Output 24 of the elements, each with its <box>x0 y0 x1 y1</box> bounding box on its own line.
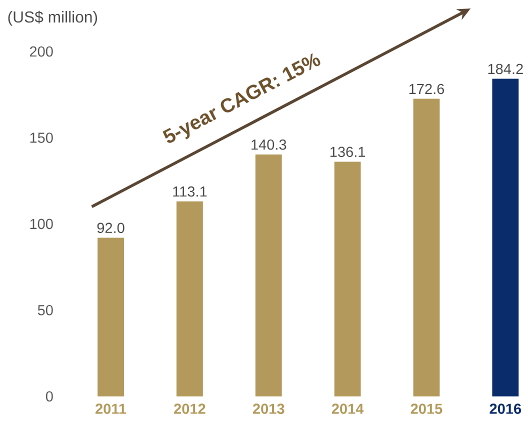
data-label: 184.2 <box>488 64 523 74</box>
y-tick-label: 50 <box>38 304 53 316</box>
data-label: 172.6 <box>409 84 444 94</box>
y-axis-title: (US$ million) <box>8 10 98 26</box>
x-tick-label: 2016 <box>490 404 522 414</box>
y-tick-label: 200 <box>30 46 53 57</box>
x-tick-label: 2013 <box>252 404 284 414</box>
data-label: 140.3 <box>252 139 286 150</box>
x-tick-label: 2015 <box>410 404 442 414</box>
data-label: 136.1 <box>330 146 366 158</box>
bar <box>176 201 203 396</box>
bar <box>492 78 519 396</box>
data-label: 92.0 <box>97 222 124 234</box>
y-tick-label: 100 <box>30 218 53 230</box>
data-label: 113.1 <box>173 186 207 197</box>
bar <box>98 238 124 396</box>
y-tick-label: 0 <box>46 391 53 402</box>
x-tick-label: 2012 <box>174 404 206 414</box>
y-tick-label: 150 <box>30 132 53 143</box>
bar <box>255 154 282 396</box>
x-tick-label: 2011 <box>96 404 126 414</box>
bar <box>334 162 361 396</box>
bar <box>413 98 440 396</box>
x-tick-label: 2014 <box>332 404 364 414</box>
